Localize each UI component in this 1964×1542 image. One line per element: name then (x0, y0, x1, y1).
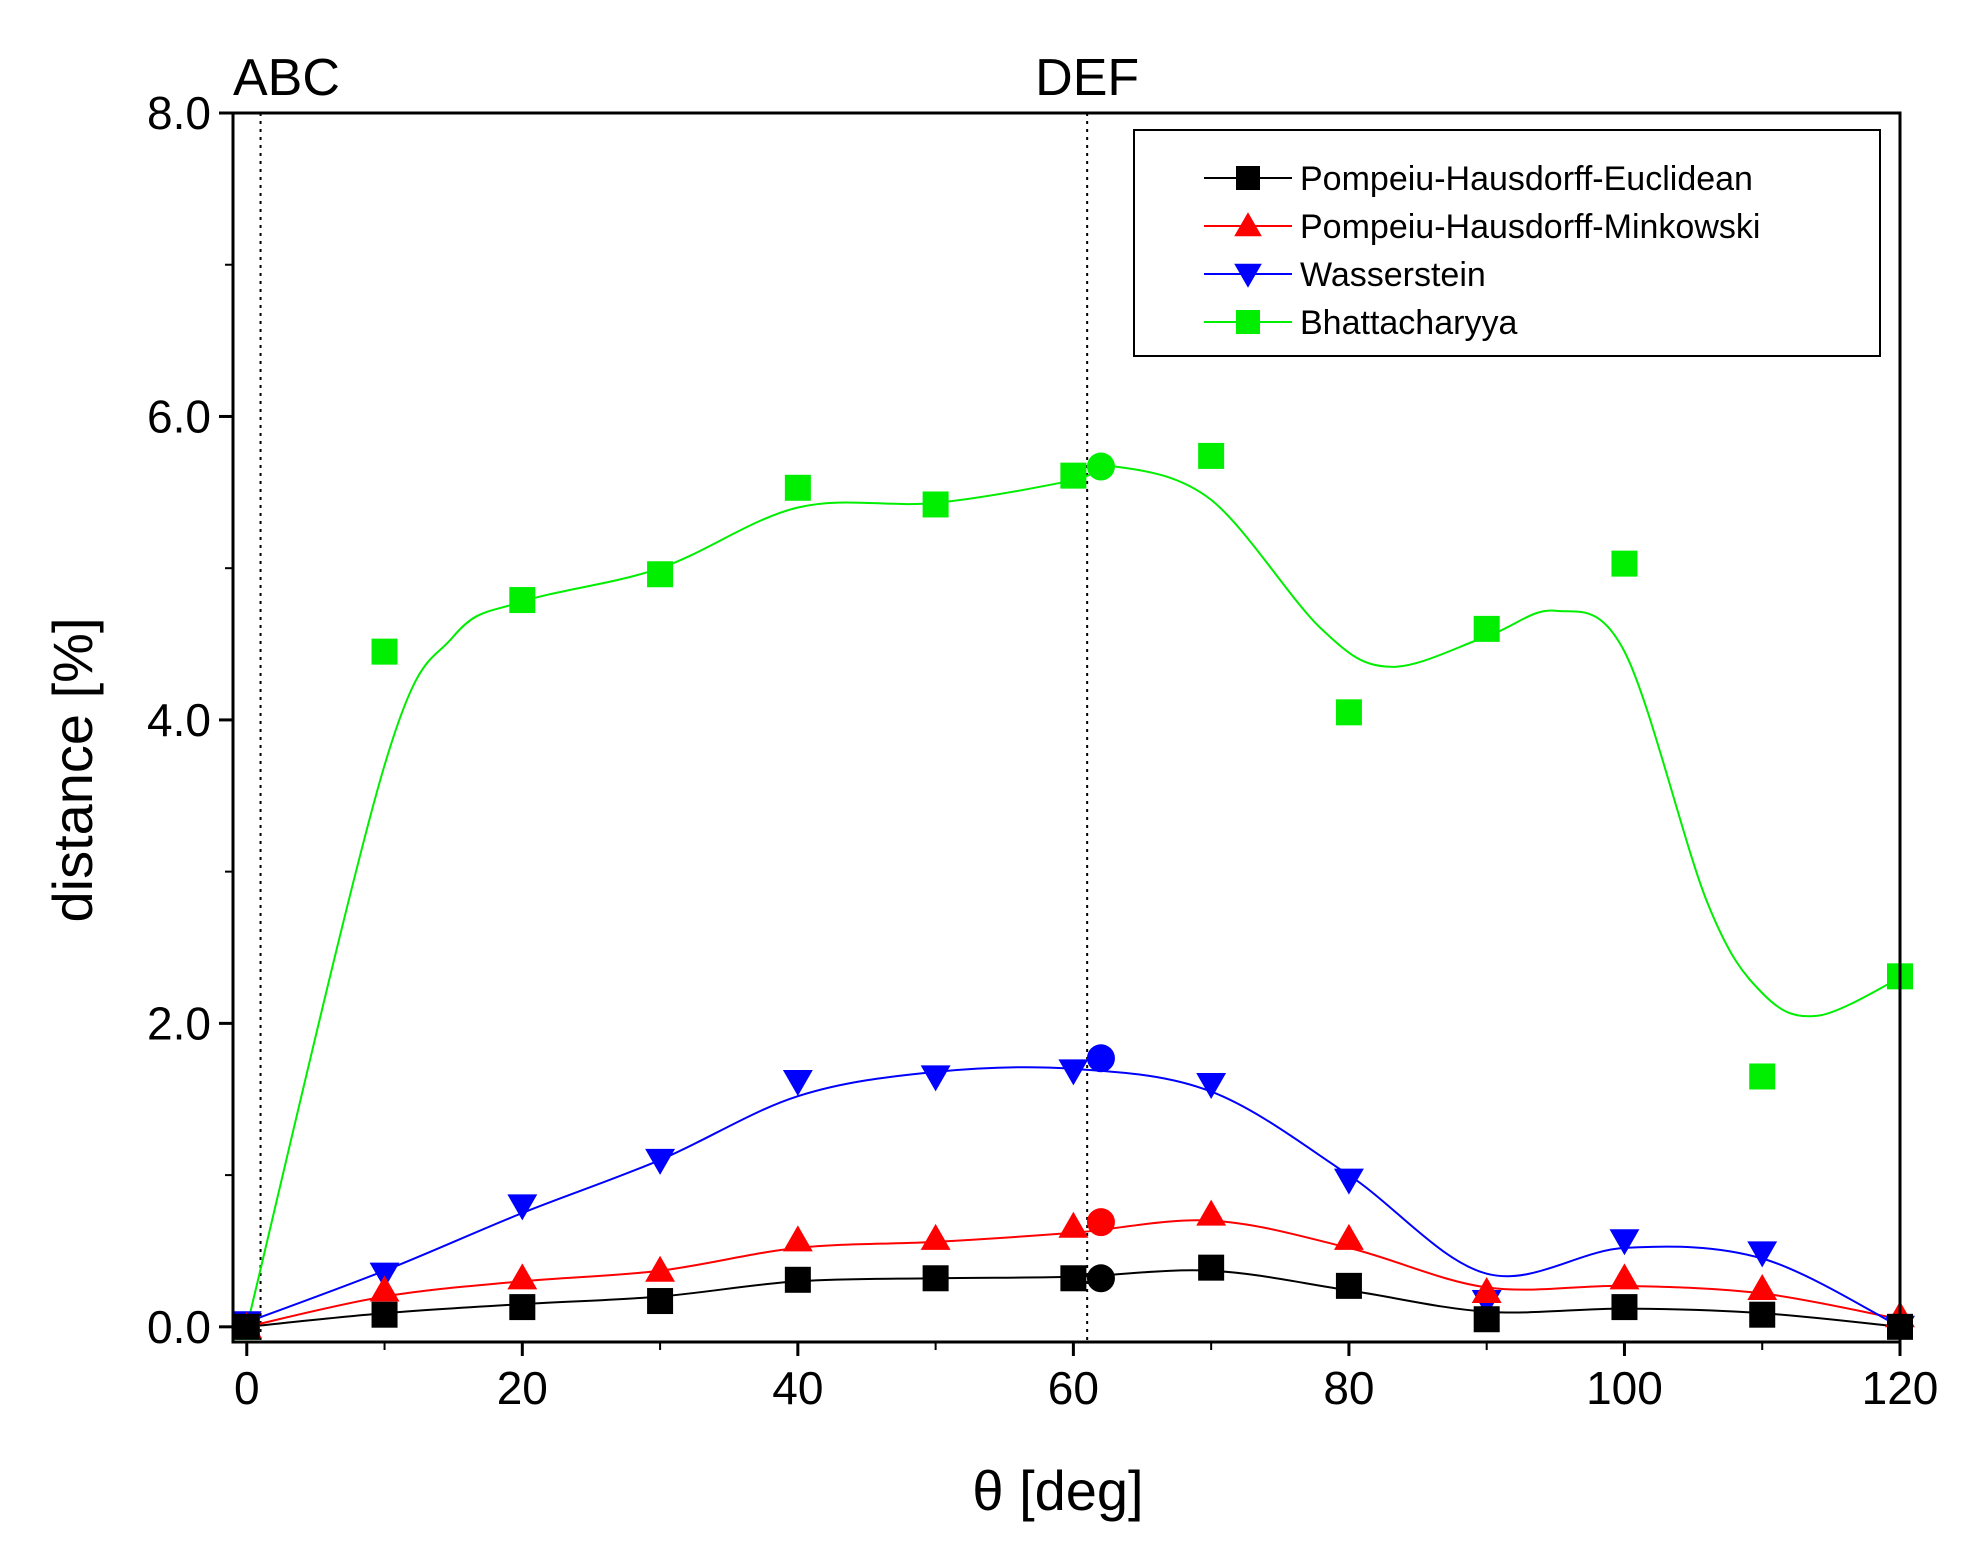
data-point (782, 1069, 813, 1096)
data-point (1749, 1063, 1776, 1090)
x-tick-label: 60 (1048, 1362, 1099, 1414)
data-point (1473, 615, 1500, 642)
data-point (922, 491, 949, 518)
reference-lines: ABC DEF (233, 49, 1139, 1342)
fit-curve (245, 464, 1901, 1328)
legend-label: Bhattacharyya (1300, 304, 1517, 342)
data-point (507, 1263, 538, 1290)
data-point (1611, 1294, 1638, 1321)
x-tick-label: 120 (1862, 1362, 1939, 1414)
data-point (507, 1194, 538, 1221)
x-tick-label: 100 (1586, 1362, 1663, 1414)
data-point (371, 1301, 398, 1328)
highlight-point (1086, 1044, 1115, 1073)
y-tick-label: 4.0 (147, 694, 211, 746)
reference-line-label: DEF (1035, 49, 1139, 107)
axis-ticks: 0 20 40 60 80 100 120 0.0 2.0 4.0 6.0 8.0 (147, 87, 1938, 1414)
data-point (1333, 1168, 1364, 1195)
data-point (647, 1288, 674, 1315)
data-point (1060, 462, 1087, 489)
data-point (645, 1255, 676, 1282)
data-point (1196, 1073, 1227, 1100)
legend-marker (1234, 212, 1262, 237)
data-point (645, 1148, 676, 1175)
data-point (1473, 1306, 1500, 1333)
data-point (647, 561, 674, 588)
data-point (1335, 699, 1362, 726)
data-point (1060, 1265, 1087, 1292)
legend-label: Pompeiu-Hausdorff-Euclidean (1300, 160, 1753, 198)
data-point (233, 1313, 260, 1340)
fit-curves (245, 464, 1901, 1328)
data-point (784, 474, 811, 501)
x-tick-label: 20 (497, 1362, 548, 1414)
data-point (1058, 1059, 1089, 1086)
data-point (371, 638, 398, 665)
data-point (1611, 550, 1638, 577)
data-point (920, 1065, 951, 1092)
data-point (369, 1275, 400, 1302)
highlight-point (1086, 1208, 1115, 1237)
legend-marker (1236, 166, 1260, 190)
y-tick-label: 0.0 (147, 1301, 211, 1353)
data-point (1609, 1263, 1640, 1290)
x-tick-label: 0 (234, 1362, 260, 1414)
legend: Pompeiu-Hausdorff-Euclidean Pompeiu-Hausd… (1133, 129, 1881, 357)
x-axis-title: θ [deg] (972, 1459, 1143, 1522)
data-point (1058, 1211, 1089, 1238)
data-point (1198, 442, 1225, 469)
y-tick-label: 8.0 (147, 87, 211, 139)
data-point (1196, 1199, 1227, 1226)
data-point (1747, 1273, 1778, 1300)
data-point (1198, 1254, 1225, 1281)
data-point (509, 587, 536, 614)
y-axis-title: distance [%] (41, 617, 104, 922)
y-tick-label: 6.0 (147, 390, 211, 442)
data-point (509, 1294, 536, 1321)
data-point (784, 1266, 811, 1293)
x-tick-label: 80 (1323, 1362, 1374, 1414)
data-point (1747, 1241, 1778, 1268)
highlight-point (1086, 1264, 1115, 1293)
data-point (1333, 1223, 1364, 1250)
data-point (1471, 1276, 1502, 1303)
plot-frame (231, 111, 1902, 1344)
legend-marker (1234, 263, 1262, 288)
data-point (782, 1225, 813, 1252)
data-point (1609, 1229, 1640, 1256)
data-markers (231, 442, 1915, 1342)
plot-border (231, 111, 1902, 1344)
data-point (1749, 1301, 1776, 1328)
legend-marker (1236, 310, 1260, 334)
reference-line-label: ABC (233, 49, 340, 107)
highlight-point (1086, 452, 1115, 481)
legend-label: Pompeiu-Hausdorff-Minkowski (1300, 208, 1760, 246)
y-tick-label: 2.0 (147, 997, 211, 1049)
legend-label: Wasserstein (1300, 256, 1486, 294)
data-point (1335, 1272, 1362, 1299)
data-point (920, 1223, 951, 1250)
x-tick-label: 40 (772, 1362, 823, 1414)
data-point (922, 1265, 949, 1292)
